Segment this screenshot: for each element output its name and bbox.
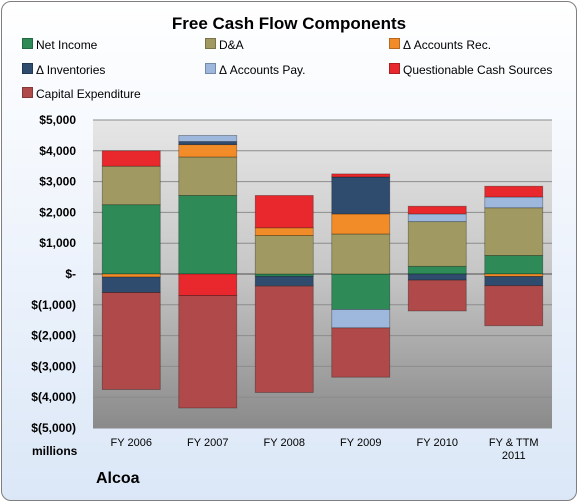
legend-swatch bbox=[22, 38, 33, 49]
legend-item-net-income: Net Income bbox=[22, 38, 97, 52]
legend-label: Capital Expenditure bbox=[36, 87, 141, 101]
bar-segment bbox=[331, 327, 391, 378]
bar-segment bbox=[407, 265, 467, 275]
bar-segment bbox=[178, 144, 238, 158]
legend-item-accounts-rec: Δ Accounts Rec. bbox=[389, 38, 491, 52]
bar-segment bbox=[484, 207, 544, 256]
y-tick-label: $(1,000) bbox=[31, 298, 76, 312]
bar-segment bbox=[407, 273, 467, 281]
bar-segment bbox=[254, 275, 314, 286]
bar-segment bbox=[178, 273, 238, 296]
legend-label: Δ Accounts Pay. bbox=[219, 63, 306, 77]
bar-segment bbox=[331, 309, 391, 329]
x-tick-label: FY 2006 bbox=[111, 437, 152, 449]
legend-label: Net Income bbox=[36, 38, 98, 52]
bar-segment bbox=[407, 279, 467, 312]
bar-segment bbox=[331, 173, 391, 178]
legend-item-da: D&A bbox=[205, 38, 244, 52]
bar-segment bbox=[407, 213, 467, 223]
legend-swatch bbox=[22, 63, 33, 74]
legend-swatch bbox=[205, 38, 216, 49]
bar-segment bbox=[484, 196, 544, 209]
bar-segment bbox=[331, 213, 391, 235]
y-tick-label: $1,000 bbox=[39, 236, 76, 250]
bar-segment bbox=[178, 295, 238, 409]
bar-segment bbox=[101, 150, 161, 167]
bar-segment bbox=[407, 221, 467, 267]
y-tick-label: $3,000 bbox=[39, 175, 76, 189]
legend-swatch bbox=[389, 63, 400, 74]
company-label: Alcoa bbox=[96, 470, 140, 487]
bar-segment bbox=[331, 233, 391, 275]
y-tick-label: $(2,000) bbox=[31, 329, 76, 343]
bar-segment bbox=[101, 204, 161, 275]
bar-segment bbox=[101, 292, 161, 390]
legend-item-capex: Capital Expenditure bbox=[22, 87, 141, 101]
bar-segment bbox=[178, 141, 238, 146]
legend-item-questionable: Questionable Cash Sources bbox=[389, 63, 552, 77]
bar-segment bbox=[101, 273, 161, 278]
x-tick-label: FY 2009 bbox=[340, 437, 381, 449]
bar-segment bbox=[484, 255, 544, 275]
legend-label: D&A bbox=[219, 38, 244, 52]
bar-segment bbox=[254, 235, 314, 275]
legend-swatch bbox=[205, 63, 216, 74]
legend-swatch bbox=[22, 87, 33, 98]
bar-segment bbox=[484, 276, 544, 287]
y-tick-label: $4,000 bbox=[39, 144, 76, 158]
legend-label: Δ Inventories bbox=[36, 63, 106, 77]
x-tick-label: FY 2007 bbox=[187, 437, 228, 449]
bar-segment bbox=[178, 156, 238, 196]
bar-segment bbox=[484, 285, 544, 327]
y-tick-label: $2,000 bbox=[39, 205, 76, 219]
bar-segment bbox=[178, 195, 238, 275]
bar-segment bbox=[407, 205, 467, 215]
x-tick-label: FY & TTM 2011 bbox=[489, 437, 539, 462]
y-tick-label: $(5,000) bbox=[31, 421, 76, 435]
bar-segment bbox=[101, 165, 161, 206]
bar-segment bbox=[331, 273, 391, 310]
bar-segment bbox=[484, 185, 544, 198]
x-tick-label: FY 2010 bbox=[417, 437, 458, 449]
bar-segment bbox=[101, 276, 161, 293]
bar-segment bbox=[254, 195, 314, 229]
y-tick-label: $- bbox=[65, 267, 76, 281]
bar-segment bbox=[254, 227, 314, 236]
legend-label: Questionable Cash Sources bbox=[403, 63, 553, 77]
legend-item-inventories: Δ Inventories bbox=[22, 63, 105, 77]
y-tick-label: $(4,000) bbox=[31, 390, 76, 404]
units-label: millions bbox=[32, 444, 78, 458]
legend-swatch bbox=[389, 38, 400, 49]
y-tick-label: $(3,000) bbox=[31, 359, 76, 373]
y-tick-label: $5,000 bbox=[39, 113, 76, 127]
legend-label: Δ Accounts Rec. bbox=[403, 38, 492, 52]
legend-item-accounts-pay: Δ Accounts Pay. bbox=[205, 63, 306, 77]
chart-title: Free Cash Flow Components bbox=[171, 14, 407, 33]
bar-segment bbox=[331, 176, 391, 215]
x-tick-label: FY 2008 bbox=[264, 437, 305, 449]
bar-segment bbox=[254, 285, 314, 393]
bar-segment bbox=[178, 134, 238, 142]
